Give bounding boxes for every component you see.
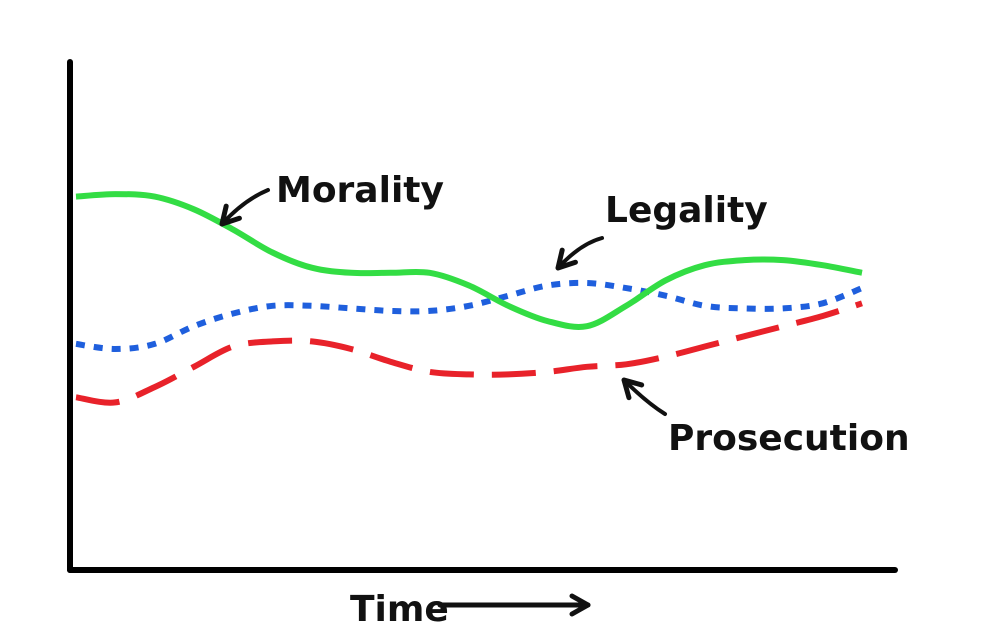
label-arrow-legality bbox=[555, 236, 604, 271]
series-line-prosecution bbox=[75, 300, 863, 406]
annotation-layer: Morality Legality Prosecution bbox=[219, 170, 910, 459]
series-layer bbox=[75, 191, 864, 406]
series-label-prosecution: Prosecution bbox=[668, 418, 910, 459]
x-axis-label: Time bbox=[350, 589, 449, 630]
label-arrow-morality bbox=[219, 188, 270, 227]
label-arrow-prosecution bbox=[621, 377, 667, 416]
series-label-morality: Morality bbox=[276, 170, 444, 211]
series-label-legality: Legality bbox=[605, 190, 768, 231]
series-line-morality bbox=[75, 191, 863, 330]
series-line-legality bbox=[75, 279, 864, 353]
